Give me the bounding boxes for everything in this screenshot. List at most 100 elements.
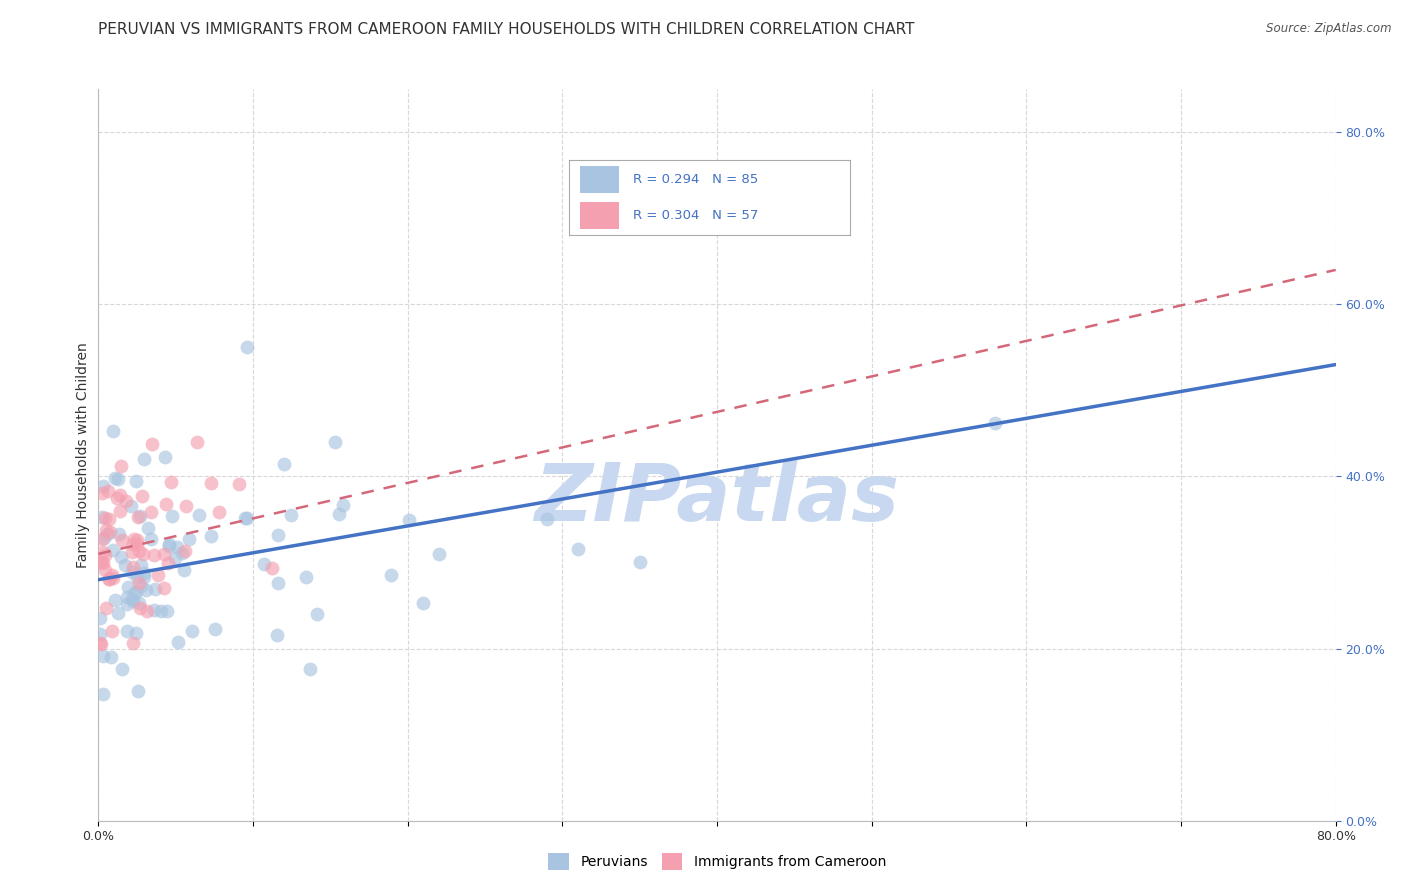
Point (204, 622, 226, 636)
Point (332, 498, 354, 512)
Point (125, 474, 148, 488)
Point (128, 596, 150, 610)
Point (412, 597, 434, 611)
Point (167, 635, 190, 649)
Point (305, 607, 328, 621)
Point (101, 571, 124, 585)
Point (160, 475, 183, 489)
Text: PERUVIAN VS IMMIGRANTS FROM CAMEROON FAMILY HOUSEHOLDS WITH CHILDREN CORRELATION: PERUVIAN VS IMMIGRANTS FROM CAMEROON FAM… (98, 22, 915, 37)
Point (107, 606, 129, 620)
Point (127, 684, 149, 698)
Point (98, 512, 121, 526)
Legend: Peruvians, Immigrants from Cameroon: Peruvians, Immigrants from Cameroon (543, 847, 891, 876)
Point (91, 687, 114, 701)
Point (125, 584, 148, 599)
Point (124, 625, 146, 640)
Point (153, 581, 176, 595)
Point (177, 532, 200, 546)
Point (266, 628, 288, 642)
Point (143, 582, 166, 597)
Point (628, 556, 651, 570)
Point (128, 544, 150, 558)
Point (984, 416, 1007, 430)
Point (128, 601, 150, 615)
Point (236, 340, 259, 354)
Point (96, 600, 118, 615)
Point (100, 568, 122, 582)
Point (96, 527, 118, 541)
Bar (579, 167, 619, 193)
Point (155, 497, 177, 511)
Point (134, 569, 156, 583)
Point (96, 523, 118, 537)
Bar (579, 202, 619, 228)
Point (236, 511, 259, 525)
Point (89, 636, 111, 650)
Point (90, 637, 112, 651)
Y-axis label: Family Households with Children: Family Households with Children (76, 342, 90, 568)
Point (90, 485, 112, 500)
Point (280, 508, 302, 522)
Point (100, 650, 122, 665)
Point (156, 604, 179, 618)
Point (110, 459, 132, 474)
Point (125, 533, 148, 548)
Point (121, 545, 143, 559)
Point (114, 558, 136, 572)
Point (153, 547, 176, 561)
Point (91, 648, 114, 663)
Point (91, 533, 114, 547)
Point (186, 435, 208, 450)
Point (98, 573, 121, 587)
Point (174, 499, 197, 513)
Point (125, 537, 148, 551)
Point (115, 597, 138, 611)
Point (129, 579, 152, 593)
Point (89, 610, 111, 624)
Point (115, 494, 138, 508)
Point (104, 471, 127, 485)
Point (129, 509, 152, 524)
Point (228, 477, 250, 491)
Point (136, 521, 159, 535)
Point (98, 572, 121, 586)
Point (108, 503, 131, 517)
Point (89, 555, 111, 569)
Point (127, 509, 149, 524)
Point (91, 545, 114, 559)
Point (267, 528, 290, 542)
Point (160, 509, 183, 524)
Point (122, 532, 145, 546)
Point (111, 533, 134, 547)
Point (110, 550, 132, 565)
Point (157, 539, 180, 553)
Point (267, 575, 290, 590)
Point (105, 491, 128, 506)
Point (132, 548, 155, 562)
Point (122, 636, 145, 650)
Point (135, 582, 157, 597)
Point (131, 489, 153, 503)
Point (536, 512, 558, 526)
Point (115, 590, 138, 604)
Point (93, 510, 115, 524)
Point (108, 526, 131, 541)
Point (97, 483, 120, 498)
Point (188, 508, 211, 522)
Point (200, 476, 222, 491)
Point (299, 662, 322, 676)
Point (173, 563, 195, 577)
Point (111, 662, 134, 676)
Point (200, 529, 222, 543)
Point (104, 593, 127, 607)
Point (149, 604, 172, 618)
Point (328, 507, 350, 521)
Point (139, 532, 162, 546)
Point (127, 569, 149, 583)
Point (91, 479, 114, 493)
Point (134, 566, 156, 580)
Point (122, 586, 145, 600)
Point (141, 437, 163, 451)
Point (91, 556, 114, 570)
Text: R = 0.294   N = 85: R = 0.294 N = 85 (633, 173, 758, 186)
